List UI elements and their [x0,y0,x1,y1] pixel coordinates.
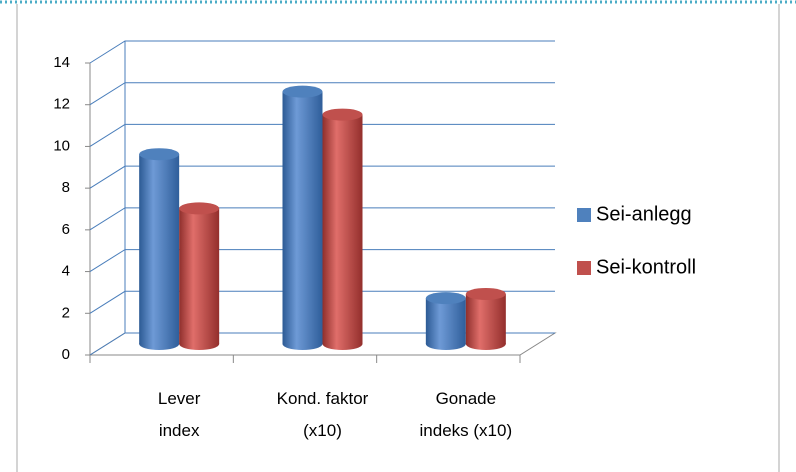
bar-top [139,148,180,161]
grid-line [89,82,555,106]
bar [425,292,466,350]
bar-body [139,154,180,344]
x-tick-label: Lever index [157,389,201,440]
bar [465,287,506,350]
y-tick-label: 12 [53,96,70,113]
bar-body [179,208,220,344]
y-tick-label: 2 [62,304,70,321]
grid-line [89,165,555,189]
bar [179,202,220,350]
bar-top [322,108,363,121]
legend-swatch [577,208,591,222]
y-tick-label: 14 [53,54,70,71]
bar [139,148,180,350]
bar [322,108,363,350]
grid-line [89,40,555,64]
legend-label: Sei-kontroll [596,256,696,278]
x-tick-label: Kond. faktor (x10) [276,389,369,440]
bar-body [282,91,323,344]
y-tick-label: 0 [62,346,70,363]
grid-line [89,290,555,314]
grid-line [89,249,555,272]
x-tick-label: Gonade indeks (x10) [419,389,513,440]
grid-line [89,123,555,147]
legend-label: Sei-anlegg [596,203,692,225]
legend-swatch [577,261,591,275]
y-tick-label: 8 [62,179,70,196]
bar-top [179,202,220,215]
bar-top [465,287,506,300]
bar-top [425,292,466,305]
bar-body [322,114,363,344]
grid-line [89,332,555,356]
bar-top [282,85,323,98]
bar-body [465,293,506,344]
y-tick-label: 6 [62,221,70,238]
bar [282,85,323,350]
y-tick-label: 4 [62,263,70,280]
bar-body [425,298,466,344]
y-tick-label: 10 [53,137,70,154]
grid-line [89,207,555,231]
